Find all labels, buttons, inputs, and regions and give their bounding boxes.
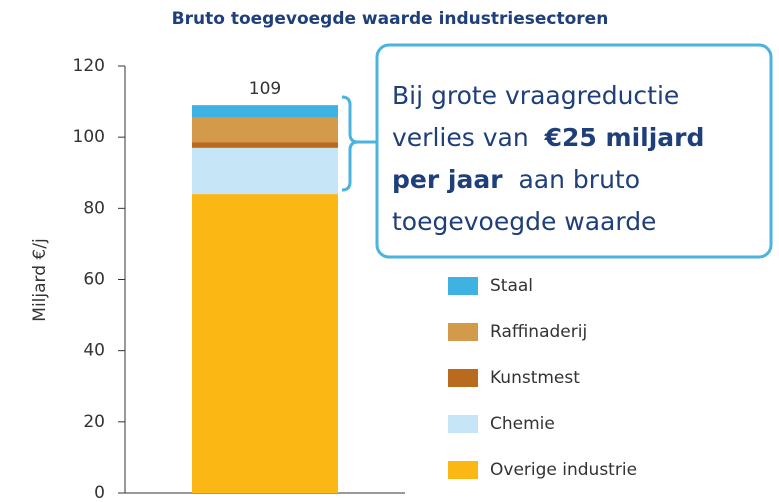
- chart-title: Bruto toegevoegde waarde industriesector…: [172, 9, 609, 29]
- legend-label: Chemie: [490, 414, 555, 434]
- bar-segment: [192, 194, 338, 493]
- legend-label: Overige industrie: [490, 460, 637, 480]
- legend-swatch: [448, 277, 478, 295]
- legend-swatch: [448, 323, 478, 341]
- bar-segment: [192, 147, 338, 195]
- brace: [341, 95, 359, 192]
- y-axis-label: Miljard €/j: [30, 238, 50, 321]
- annotation-line: verlies van: [392, 123, 529, 152]
- legend-label: Kunstmest: [490, 368, 580, 388]
- bar-segment: [192, 105, 338, 118]
- legend-swatch: [448, 415, 478, 433]
- y-tick-label: 100: [73, 127, 105, 147]
- annotation-bold: €25 miljard: [544, 123, 705, 152]
- legend-swatch: [448, 369, 478, 387]
- annotation-line: aan bruto: [518, 165, 640, 194]
- total-label: 109: [249, 79, 281, 99]
- y-tick-label: 120: [73, 56, 105, 76]
- annotation-line: Bij grote vraagreductie: [392, 81, 679, 110]
- bar-segment: [192, 117, 338, 143]
- y-tick-label: 0: [94, 483, 105, 502]
- bar-segment: [192, 142, 338, 148]
- y-tick-label: 20: [83, 412, 105, 432]
- callout-box: [375, 43, 773, 259]
- annotation-line: toegevoegde waarde: [392, 207, 656, 236]
- y-tick-label: 40: [83, 341, 105, 361]
- legend-label: Staal: [490, 276, 533, 296]
- y-tick-label: 60: [83, 270, 105, 290]
- annotation: Bij grote vraagreductie verlies van €25 …: [392, 81, 712, 236]
- y-tick-label: 80: [83, 198, 105, 218]
- legend-swatch: [448, 461, 478, 479]
- annotation-bold: per jaar: [392, 165, 503, 194]
- legend-label: Raffinaderij: [490, 322, 587, 342]
